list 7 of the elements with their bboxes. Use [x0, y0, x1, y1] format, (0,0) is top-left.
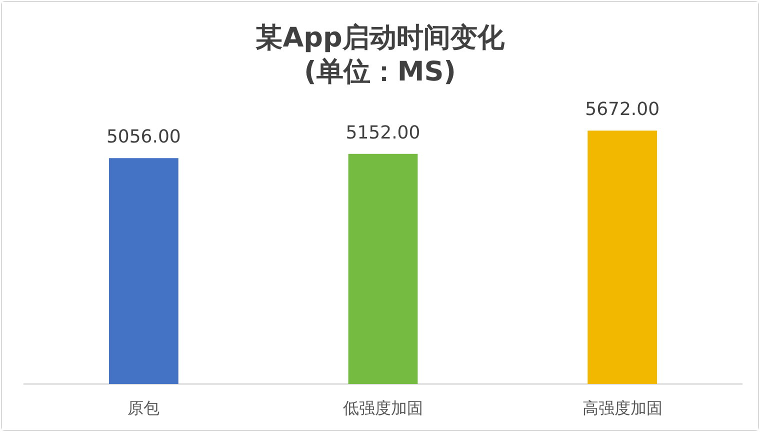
- x-tick-label: 低强度加固: [343, 398, 423, 418]
- x-tick-label: 原包: [128, 398, 160, 418]
- x-tick-label: 高强度加固: [582, 398, 662, 418]
- data-label: 5056.00: [106, 126, 181, 148]
- chart-title: 某App启动时间变化 (单位：MS): [256, 22, 506, 88]
- data-label: 5672.00: [585, 99, 660, 120]
- data-label: 5152.00: [346, 122, 420, 144]
